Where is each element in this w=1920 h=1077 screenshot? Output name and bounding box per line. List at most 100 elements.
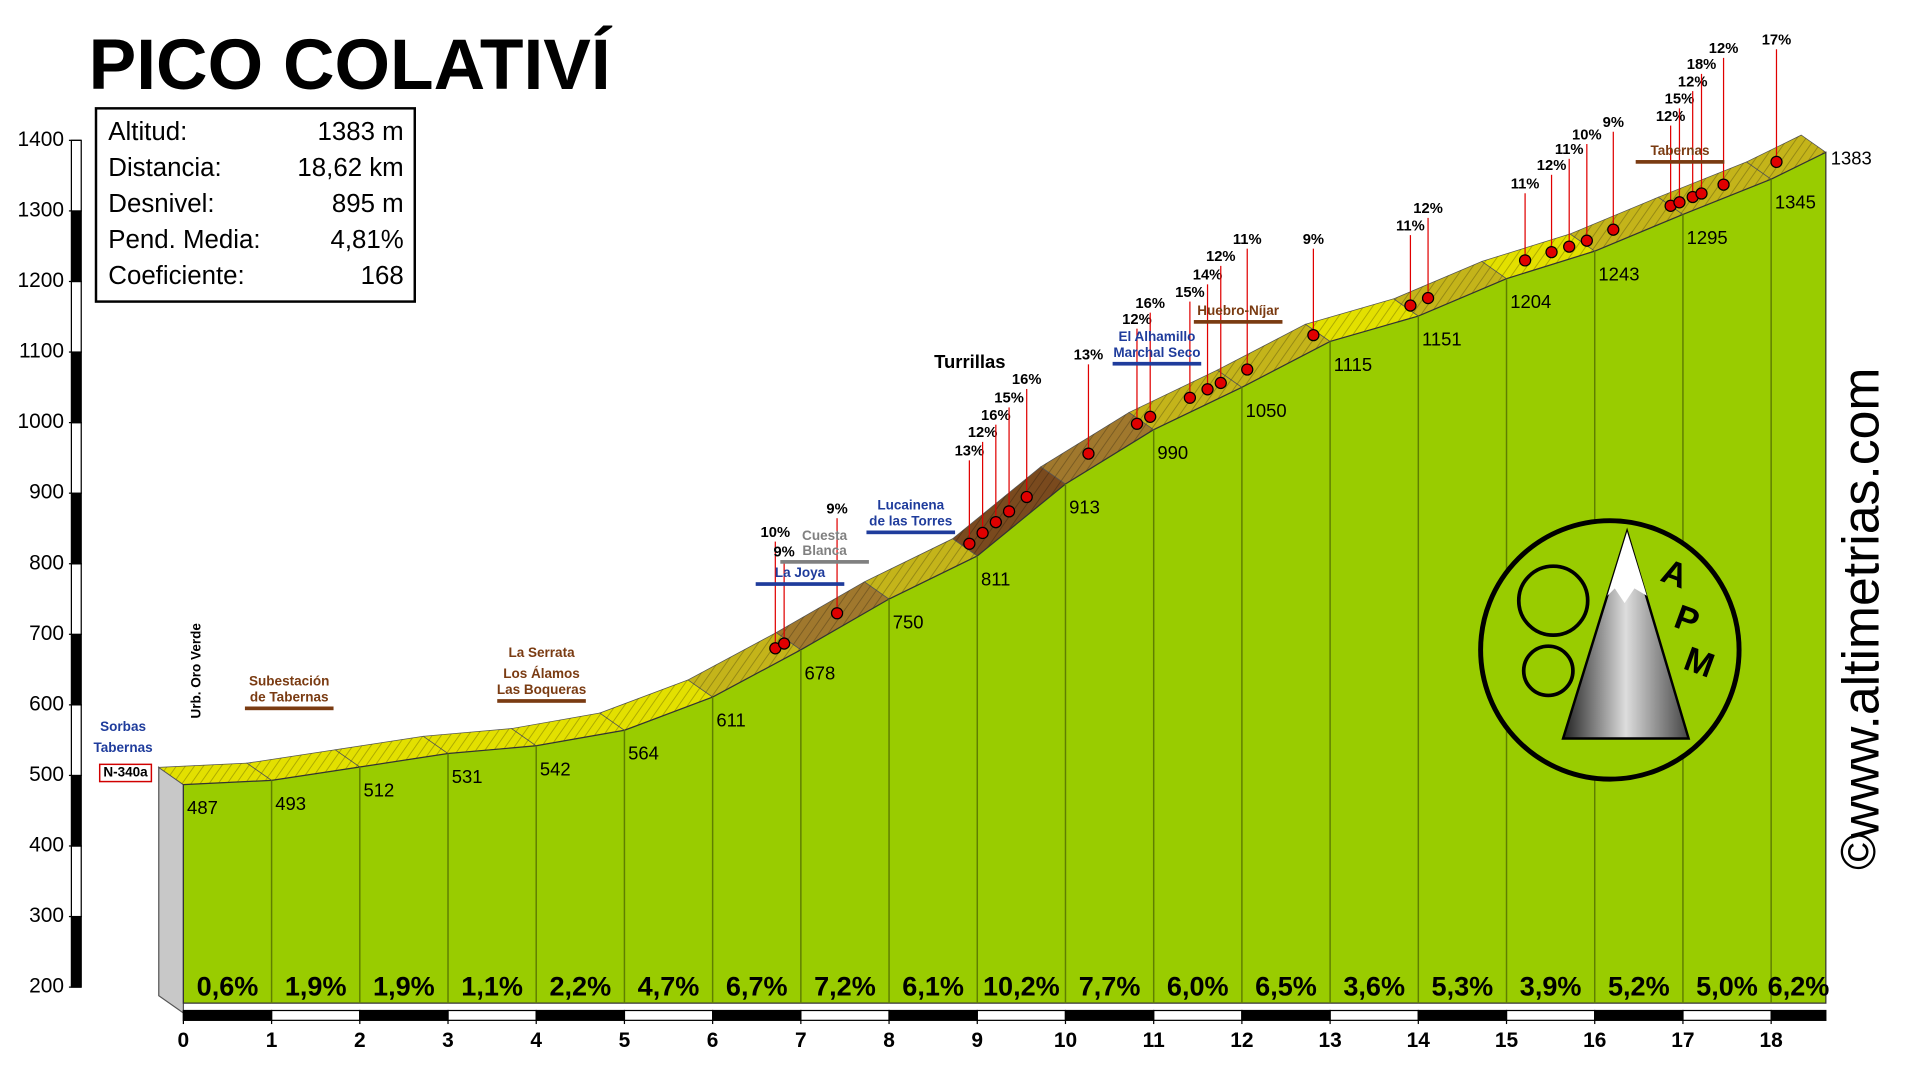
chart-title: PICO COLATIVÍ xyxy=(89,25,613,105)
road-box xyxy=(98,763,153,783)
altitude-label: 1295 xyxy=(1687,227,1728,248)
x-scale-band xyxy=(1770,1009,1827,1021)
annotation-arrow xyxy=(1635,160,1725,164)
info-value: 1383 m xyxy=(318,118,404,146)
info-label: Coeficiente: xyxy=(108,262,244,290)
pin-label: 11% xyxy=(1233,232,1262,248)
pin-label: 9% xyxy=(1603,115,1624,131)
altitude-label: 913 xyxy=(1069,496,1100,517)
gradient-label: 7,2% xyxy=(814,971,876,1002)
info-label: Altitud: xyxy=(108,118,187,146)
x-scale-band xyxy=(976,1009,1067,1021)
annotation: Urb. Oro Verde xyxy=(189,623,204,719)
x-tick-label: 10 xyxy=(1054,1029,1077,1052)
pin xyxy=(1020,490,1033,504)
profile-front: 487 493 512 531 542 564 611 678 750 811 913 990 1050… xyxy=(182,148,1872,1004)
pin-label: 10% xyxy=(1572,127,1602,143)
pin xyxy=(1183,391,1197,404)
profile-hatch xyxy=(1658,161,1772,215)
pin xyxy=(830,607,844,620)
pin-label: 15% xyxy=(994,391,1024,407)
gradient-label: 5,2% xyxy=(1608,971,1670,1002)
x-scale-band xyxy=(800,1009,890,1021)
y-tick-label: 200 xyxy=(29,975,64,998)
y-tick-label: 1300 xyxy=(17,198,64,221)
y-tick-label: 600 xyxy=(29,692,64,715)
pin-label: 11% xyxy=(1396,218,1425,234)
annotation: La Joya xyxy=(775,565,826,580)
y-tick-label: 1400 xyxy=(17,128,64,151)
gradient-label: 6,5% xyxy=(1255,971,1317,1002)
annotation: Los Álamos xyxy=(503,666,580,681)
altitude-label: 542 xyxy=(540,758,571,779)
pin xyxy=(976,526,989,540)
altitude-label: 678 xyxy=(805,662,836,683)
x-scale-band xyxy=(1682,1009,1772,1021)
annotation-arrow xyxy=(497,699,586,703)
altitude-label: 611 xyxy=(716,710,745,731)
altitude-label: 564 xyxy=(628,743,659,764)
pin xyxy=(963,537,976,550)
gradient-label: 5,0% xyxy=(1696,971,1758,1002)
x-tick-label: 17 xyxy=(1671,1029,1694,1052)
x-tick-label: 6 xyxy=(707,1029,719,1052)
annotation-arrow xyxy=(780,560,869,564)
gradient-label: 3,6% xyxy=(1343,971,1405,1002)
altitude-label: 1345 xyxy=(1775,192,1816,213)
altitude-label: 990 xyxy=(1157,442,1188,463)
annotation-arrow xyxy=(1193,320,1283,324)
annotation: de las Torres xyxy=(869,513,952,528)
watermark: www.altimetrias.com xyxy=(1831,368,1889,840)
annotation: Marchal Seco xyxy=(1113,345,1200,360)
x-scale-band xyxy=(359,1009,449,1021)
x-scale-band xyxy=(1594,1009,1684,1021)
profile-hatch xyxy=(1040,412,1154,484)
info-label: Distancia: xyxy=(108,154,221,182)
gradient-label: 5,3% xyxy=(1432,971,1494,1002)
overlay: 10%9%9%13%12%16%15%16%13%12%16%15%14%12%… xyxy=(94,33,1792,783)
pin xyxy=(1130,417,1144,430)
pin xyxy=(1214,376,1227,390)
y-tick-label: 500 xyxy=(29,763,64,786)
annotation: Huebro-Níjar xyxy=(1197,303,1280,318)
pin xyxy=(1002,505,1016,518)
y-tick-label: 300 xyxy=(29,904,64,927)
pin-label: 13% xyxy=(955,444,985,460)
profile-side xyxy=(158,766,184,1015)
y-scale-band xyxy=(70,280,82,353)
x-scale-band xyxy=(270,1009,361,1021)
x-tick-label: 4 xyxy=(530,1029,542,1052)
annotation: N-340a xyxy=(103,765,148,780)
pin-label: 11% xyxy=(1511,177,1540,193)
x-tick-label: 14 xyxy=(1407,1029,1431,1052)
gradient-label: 1,9% xyxy=(373,971,435,1002)
x-scale-band xyxy=(182,1009,273,1021)
profile-hatch xyxy=(1305,298,1419,342)
pin-label: 15% xyxy=(1665,92,1695,108)
pin xyxy=(1717,178,1730,191)
pin-label: 17% xyxy=(1762,33,1792,49)
annotation: Blanca xyxy=(802,543,847,558)
gradient-label: 6,0% xyxy=(1167,971,1229,1002)
pin xyxy=(1404,299,1417,312)
annotation: El Alhamillo xyxy=(1118,329,1195,344)
x-tick-label: 12 xyxy=(1230,1029,1253,1052)
pin-label: 12% xyxy=(1413,201,1443,217)
x-tick-label: 3 xyxy=(442,1029,454,1052)
altitude-label: 750 xyxy=(893,612,924,633)
pin xyxy=(1518,254,1532,267)
info-value: 4,81% xyxy=(330,226,403,254)
logo xyxy=(1478,518,1742,782)
x-scale-band xyxy=(623,1009,714,1021)
gradient-label: 6,7% xyxy=(726,971,788,1002)
pin xyxy=(1673,196,1686,209)
pin-label: 12% xyxy=(1656,109,1686,125)
y-tick-label: 1000 xyxy=(17,410,64,433)
altitude-label: 1050 xyxy=(1246,400,1287,421)
pin xyxy=(1607,223,1620,236)
y-scale-band xyxy=(70,492,82,565)
info-value: 895 m xyxy=(332,190,404,218)
pin xyxy=(1580,234,1593,247)
info-box xyxy=(94,107,416,303)
